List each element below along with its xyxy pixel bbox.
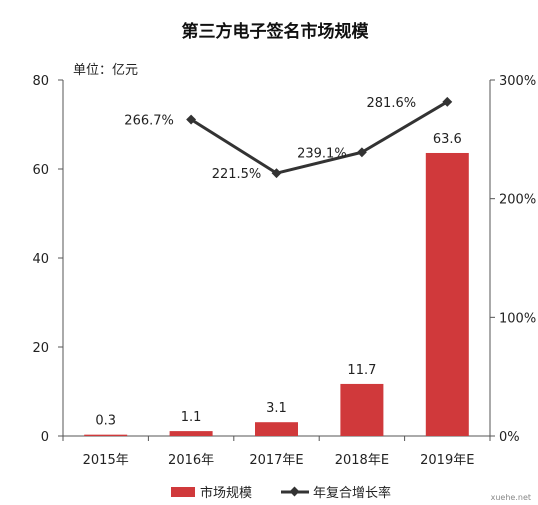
- growth-point: [271, 168, 282, 179]
- axes-group: 0 20 40 60 80 0% 100% 200% 300% 2015年 2016年 2017年E 2…: [32, 74, 536, 468]
- growth-value-label: 266.7%: [124, 114, 174, 129]
- bar: [340, 383, 384, 436]
- chart-title: 第三方电子签名市场规模: [182, 21, 370, 42]
- growth-point: [356, 147, 367, 158]
- right-tick-label: 300%: [499, 74, 536, 89]
- bar-value-label: 3.1: [266, 401, 287, 416]
- x-tick-label: 2015年: [83, 453, 129, 468]
- watermark: xuehe.net: [491, 493, 531, 502]
- x-tick-label: 2017年E: [249, 453, 303, 468]
- bar: [255, 422, 298, 436]
- legend-line-marker: [289, 486, 300, 497]
- legend-bar-swatch: [171, 487, 195, 497]
- bar: [169, 431, 213, 436]
- legend: 市场规模 年复合增长率: [171, 485, 391, 501]
- growth-point: [186, 114, 197, 125]
- x-tick-label: 2018年E: [335, 453, 389, 468]
- right-tick-label: 100%: [499, 311, 536, 326]
- right-tick-label: 200%: [499, 193, 536, 208]
- left-tick-label: 80: [32, 74, 49, 89]
- right-tick-label: 0%: [499, 430, 520, 445]
- left-tick-label: 40: [32, 252, 49, 267]
- legend-bar-label: 市场规模: [200, 485, 252, 501]
- bar-value-label: 11.7: [347, 363, 376, 378]
- left-tick-label: 20: [32, 341, 49, 356]
- legend-line-label: 年复合增长率: [313, 485, 391, 501]
- growth-value-label: 239.1%: [297, 146, 347, 161]
- bar: [84, 434, 128, 436]
- growth-value-label: 221.5%: [212, 167, 262, 182]
- data-labels-group: 0.3 1.1 3.1 11.7 63.6 266.7% 221.5% 239.1% 281.6…: [95, 96, 461, 429]
- bar-value-label: 0.3: [95, 414, 116, 429]
- unit-label: 单位：亿元: [73, 63, 138, 78]
- bar: [425, 152, 469, 437]
- x-tick-label: 2016年: [168, 453, 214, 468]
- bars-group: [84, 152, 469, 437]
- bar-value-label: 63.6: [433, 132, 462, 147]
- x-tick-label: 2019年E: [420, 453, 474, 468]
- growth-line: [190, 100, 449, 175]
- growth-value-label: 281.6%: [367, 96, 417, 111]
- left-tick-label: 0: [41, 430, 49, 445]
- bar-value-label: 1.1: [181, 410, 202, 425]
- left-tick-label: 60: [32, 163, 49, 178]
